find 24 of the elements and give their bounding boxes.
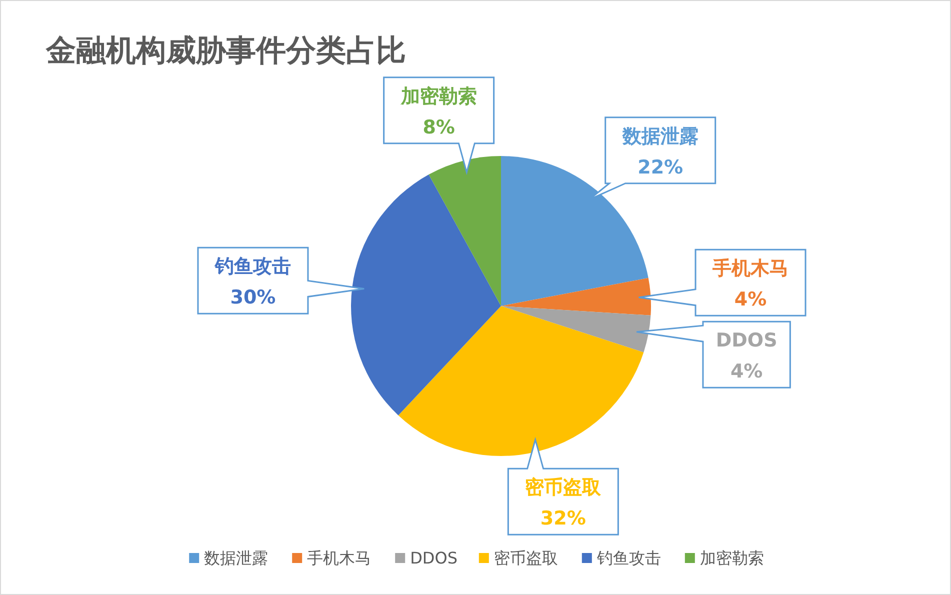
slice-label: 手机木马	[712, 258, 789, 280]
slice-label: 数据泄露	[621, 125, 698, 148]
pie-slice	[501, 278, 651, 316]
slice-label: 密币盗取	[525, 476, 602, 499]
legend-label: 手机木马	[307, 548, 372, 568]
legend-label: 加密勒索	[700, 548, 764, 568]
pie-slice	[428, 156, 501, 306]
legend-label: 钓鱼攻击	[596, 548, 661, 568]
legend-label: DDOS	[410, 548, 458, 568]
slice-label: DDOS	[716, 330, 778, 352]
pie-slice	[351, 174, 501, 416]
pie-slice	[501, 306, 651, 352]
legend-label: 密币盗取	[494, 548, 558, 568]
data-label: 8%	[422, 116, 455, 138]
pie-slice	[398, 306, 644, 456]
slice-label: 加密勒索	[400, 85, 477, 108]
legend-label: 数据泄露	[204, 548, 268, 568]
data-label: 4%	[734, 288, 767, 311]
chart-title: 金融机构威胁事件分类占比	[45, 34, 406, 68]
slice-label: 钓鱼攻击	[214, 256, 291, 278]
data-label: 30%	[230, 286, 276, 309]
data-label: 32%	[540, 508, 586, 530]
data-label: 22%	[638, 156, 684, 178]
data-label: 4%	[730, 360, 763, 383]
